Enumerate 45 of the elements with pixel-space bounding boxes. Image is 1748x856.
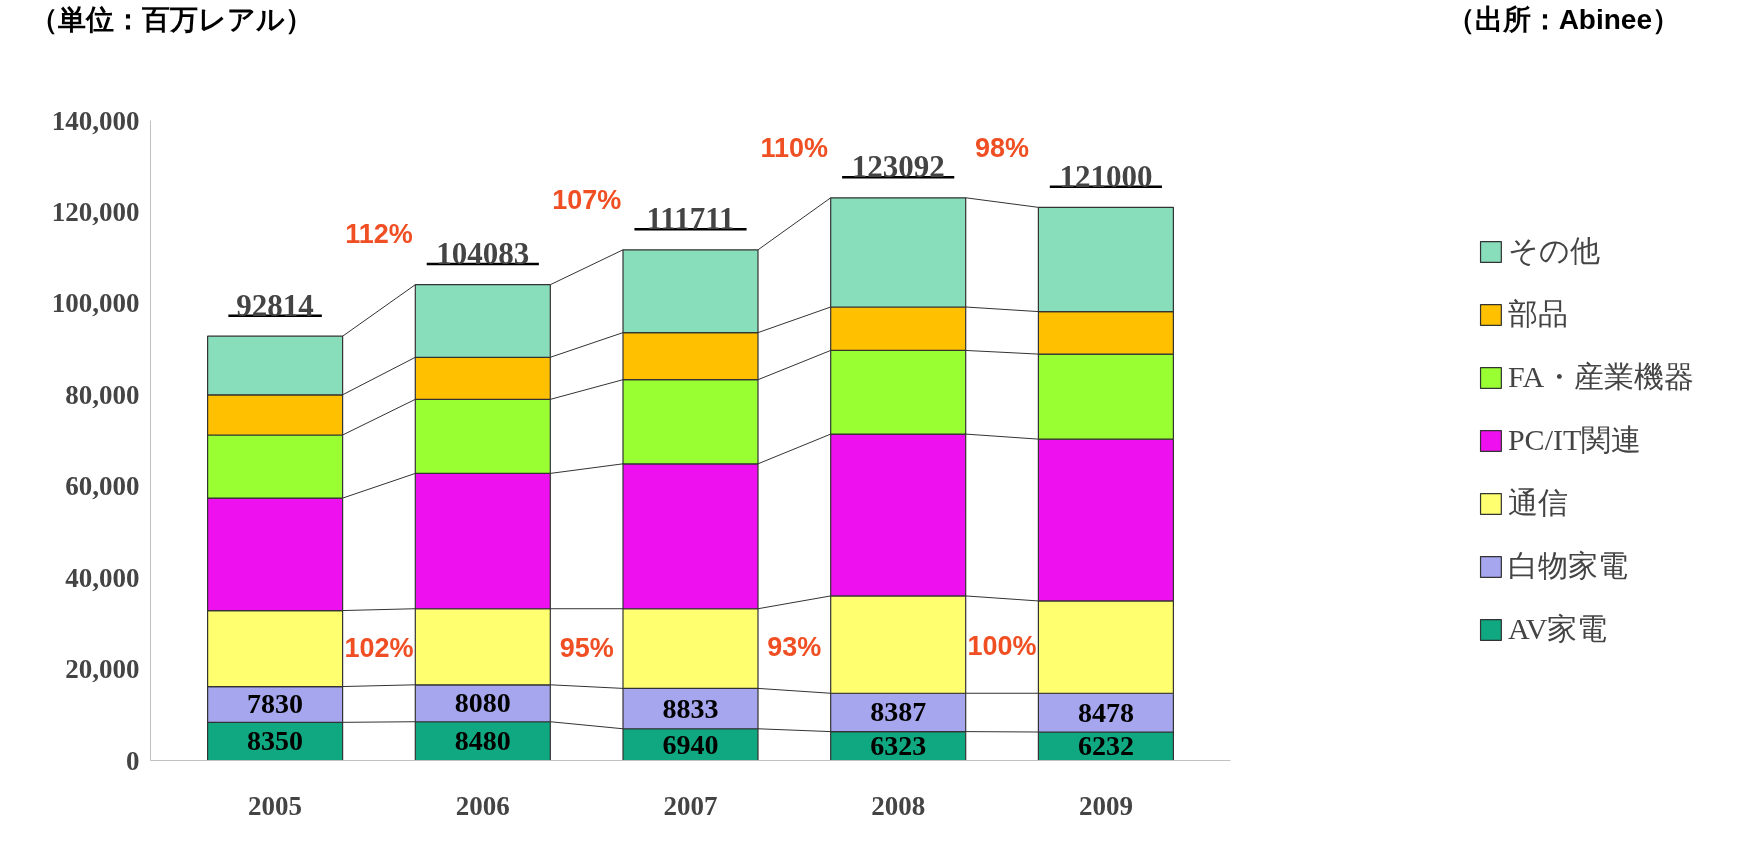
total-label: 92814 (236, 287, 314, 323)
x-tick-label: 2009 (1078, 790, 1133, 821)
total-label: 111711 (646, 201, 735, 237)
annotation: 93% (767, 631, 822, 662)
total-label: 121000 (1059, 158, 1153, 194)
legend-label: その他 (1507, 232, 1600, 269)
legend-label: 通信 (1507, 484, 1568, 521)
data-label: 8387 (870, 696, 927, 728)
y-axis-title: （単位：百万レアル） (30, 3, 313, 37)
annotation: 107% (552, 184, 622, 215)
annotation: 100% (967, 630, 1037, 661)
y-tick-label: 80,000 (65, 379, 140, 410)
data-label: 8478 (1077, 696, 1134, 728)
x-tick-label: 2006 (455, 790, 510, 821)
data-label: 6232 (1077, 730, 1134, 762)
legend-label: 白物家電 (1507, 547, 1628, 584)
data-label: 7830 (247, 688, 304, 720)
annotation: 112% (345, 219, 413, 250)
y-tick-label: 100,000 (51, 288, 140, 319)
total-label: 123092 (851, 149, 945, 185)
y-tick-label: 140,000 (51, 105, 140, 136)
data-label: 6940 (662, 728, 719, 760)
data-label: 6323 (870, 730, 927, 762)
data-label: 8080 (454, 687, 511, 719)
annotation: 98% (975, 132, 1030, 163)
y-tick-label: 40,000 (65, 562, 140, 593)
y-tick-label: 0 (126, 745, 140, 776)
x-tick-label: 2008 (871, 790, 926, 821)
annotation: 102% (344, 632, 414, 663)
text: （出所：Abinee） (1446, 3, 1680, 37)
legend-label: FA・産業機器 (1507, 358, 1695, 395)
annotation: 110% (760, 132, 829, 163)
y-tick-label: 20,000 (65, 654, 140, 685)
annotation: 95% (559, 632, 614, 663)
total-label: 104083 (436, 236, 530, 272)
x-tick-label: 2005 (248, 790, 303, 821)
legend-label: 部品 (1507, 295, 1568, 332)
data-label: 8480 (454, 725, 511, 757)
y-tick-label: 120,000 (51, 196, 140, 227)
legend-label: AV家電 (1507, 610, 1608, 647)
y-tick-label: 60,000 (65, 471, 140, 502)
legend-label: PC/IT関連 (1507, 421, 1642, 458)
x-tick-label: 2007 (663, 790, 718, 821)
data-label: 8833 (662, 692, 719, 724)
data-label: 8350 (247, 725, 304, 757)
